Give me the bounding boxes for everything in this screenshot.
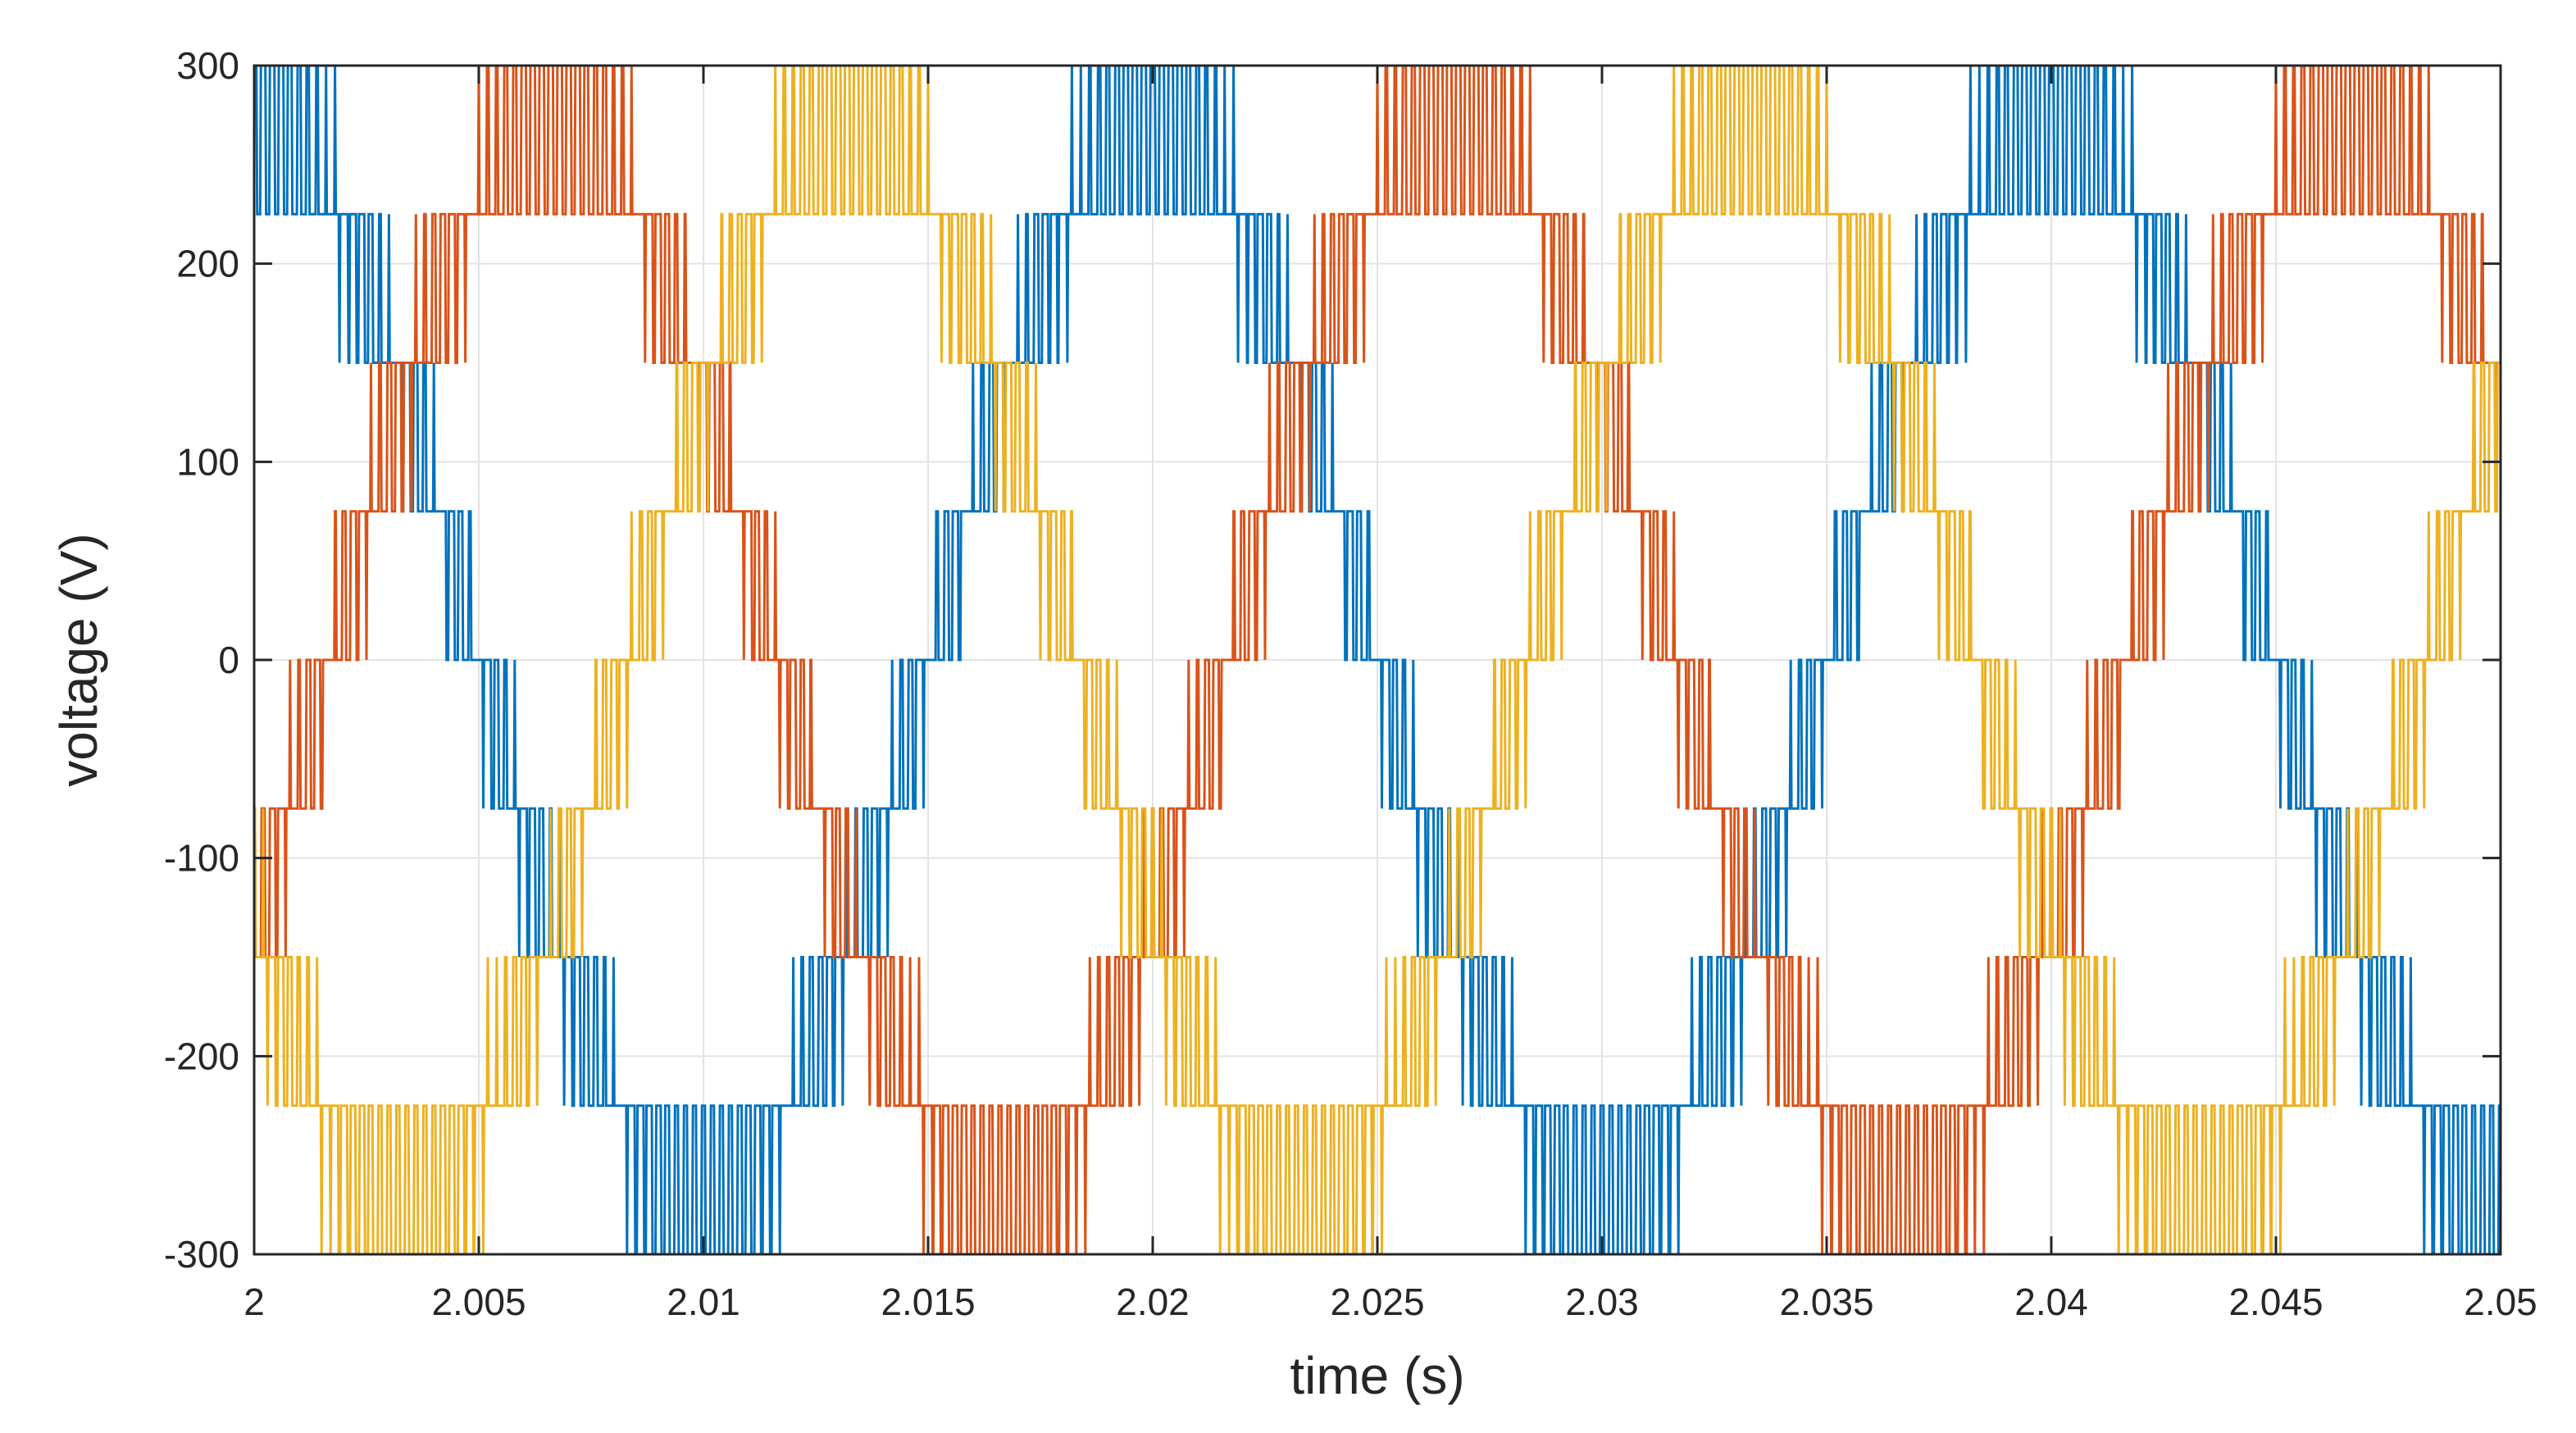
y-axis-title: voltage (V) [49, 533, 108, 786]
y-tick-label: -300 [164, 1233, 239, 1276]
x-axis-title: time (s) [1290, 1346, 1464, 1405]
x-tick-label: 2.015 [881, 1281, 975, 1323]
x-tick-label: 2.005 [431, 1281, 526, 1323]
series-line-1 [254, 64, 2501, 1256]
y-tick-label: 300 [176, 44, 239, 87]
x-tick-label: 2.02 [1116, 1281, 1190, 1323]
y-tick-label: 200 [176, 243, 239, 285]
x-tick-label: 2.03 [1565, 1281, 1639, 1323]
x-tick-labels: 2 2.005 2.01 2.015 2.02 2.025 2.03 2.035 2.04 2.0… [243, 1281, 2537, 1323]
series-line-3 [254, 64, 2501, 1256]
y-tick-label: -100 [164, 837, 239, 880]
x-tick-label: 2.05 [2464, 1281, 2537, 1323]
y-tick-label: 0 [218, 639, 239, 681]
x-tick-label: 2.01 [667, 1281, 740, 1323]
x-tick-label: 2.025 [1330, 1281, 1424, 1323]
x-tick-label: 2.04 [2014, 1281, 2088, 1323]
axis-ticks [253, 64, 2502, 1256]
y-tick-label: -200 [164, 1035, 239, 1077]
x-tick-label: 2.035 [1779, 1281, 1873, 1323]
y-tick-labels: 300 200 100 0 -100 -200 -300 [164, 44, 239, 1276]
x-tick-label: 2.045 [2228, 1281, 2323, 1323]
y-tick-label: 100 [176, 440, 239, 483]
x-tick-label: 2 [243, 1281, 265, 1323]
